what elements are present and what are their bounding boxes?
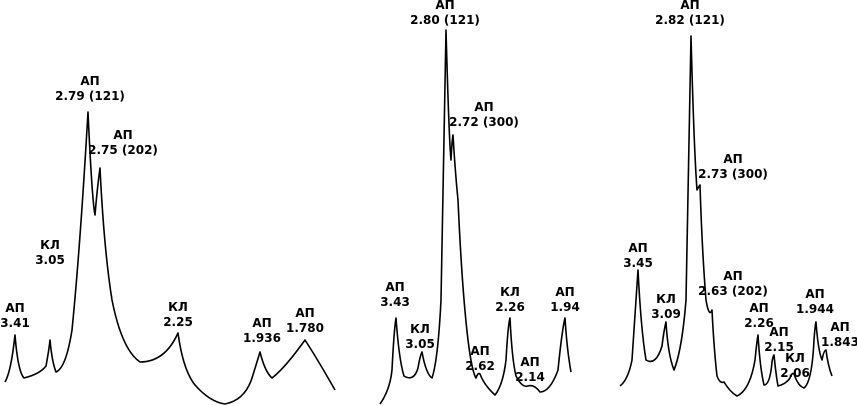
peak-phase: КЛ (785, 351, 805, 365)
peak-phase: АП (723, 152, 742, 166)
peak-d-spacing: 3.45 (623, 256, 653, 270)
peak-d-spacing: 3.05 (405, 337, 435, 351)
peak-phase: АП (749, 301, 768, 315)
peak-phase: АП (252, 316, 271, 330)
peak-phase: КЛ (168, 300, 188, 314)
peak-d-spacing: 3.43 (380, 295, 410, 309)
peak-d-spacing: 2.14 (515, 370, 545, 384)
pattern-curve (619, 35, 833, 397)
peak-d-spacing: 2.15 (764, 340, 794, 354)
peak-phase: АП (805, 287, 824, 301)
peak-phase: АП (769, 325, 788, 339)
peak-d-spacing: 1.944 (796, 302, 834, 316)
peak-phase: АП (628, 241, 647, 255)
peak-phase: АП (830, 320, 849, 334)
peak-phase: АП (680, 0, 699, 12)
pattern-curve (379, 29, 572, 405)
peak-phase: КЛ (500, 285, 520, 299)
peak-d-spacing: 2.26 (495, 300, 525, 314)
peak-d-spacing: 2.62 (465, 359, 495, 373)
peak-d-spacing: 1.780 (286, 321, 324, 335)
peak-phase: АП (555, 285, 574, 299)
peak-phase: КЛ (40, 238, 60, 252)
peak-phase: АП (520, 355, 539, 369)
peak-d-spacing: 2.25 (163, 315, 193, 329)
peak-phase: АП (723, 269, 742, 283)
peak-phase: АП (435, 0, 454, 12)
peak-phase: КЛ (410, 322, 430, 336)
peak-d-spacing: 2.80 (121) (410, 13, 480, 27)
peak-d-spacing: 3.09 (651, 307, 681, 321)
peak-phase: АП (295, 306, 314, 320)
peak-d-spacing: 2.26 (744, 316, 774, 330)
peak-d-spacing: 2.82 (121) (655, 13, 725, 27)
peak-d-spacing: 3.41 (0, 316, 30, 330)
peak-d-spacing: 2.79 (121) (55, 89, 125, 103)
peak-d-spacing: 1.936 (243, 331, 281, 345)
peak-d-spacing: 2.06 (780, 366, 810, 380)
peak-d-spacing: 2.72 (300) (449, 115, 519, 129)
peak-d-spacing: 3.05 (35, 253, 65, 267)
peak-phase: АП (80, 74, 99, 88)
pattern-curve (4, 111, 336, 405)
peak-phase: АП (5, 301, 24, 315)
peak-d-spacing: 2.63 (202) (698, 284, 768, 298)
peak-phase: АП (385, 280, 404, 294)
peak-d-spacing: 1.843 (821, 335, 857, 349)
peak-phase: АП (113, 128, 132, 142)
peak-phase: КЛ (656, 292, 676, 306)
peak-phase: АП (470, 344, 489, 358)
peak-phase: АП (474, 100, 493, 114)
peak-d-spacing: 2.73 (300) (698, 167, 768, 181)
peak-d-spacing: 2.75 (202) (88, 143, 158, 157)
peak-d-spacing: 1.94 (550, 300, 580, 314)
